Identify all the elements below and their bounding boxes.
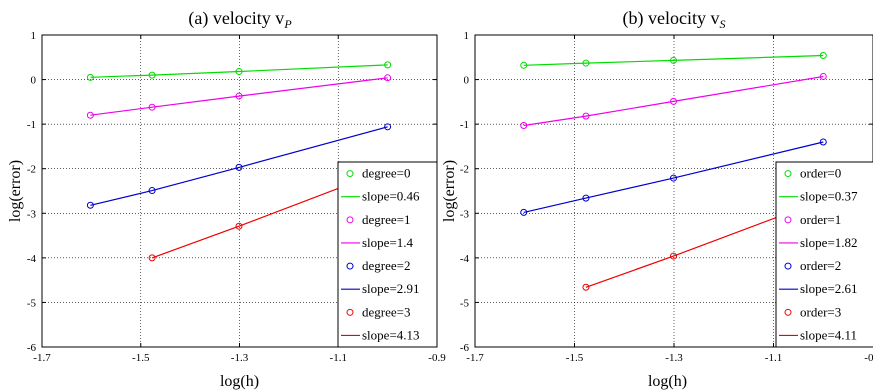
legend-label: slope=2.91 xyxy=(362,281,420,296)
legend-label: order=3 xyxy=(800,304,841,319)
legend-box xyxy=(775,161,873,348)
data-point xyxy=(148,187,156,195)
data-point xyxy=(582,59,590,67)
series-line-2 xyxy=(523,141,824,213)
y-tick-label: 1 xyxy=(464,30,470,42)
series-line-3 xyxy=(585,199,824,288)
data-point xyxy=(235,68,243,76)
data-point xyxy=(86,201,94,209)
legend-marker xyxy=(784,170,792,178)
data-point xyxy=(670,97,678,105)
legend: degree=0 slope=0.46 degree=1 slope=1.4 degre… xyxy=(337,161,438,348)
legend-label: degree=0 xyxy=(362,166,410,181)
data-point xyxy=(235,222,243,230)
y-axis-label: log(error) xyxy=(441,160,458,222)
y-tick-label: 1 xyxy=(31,30,37,42)
y-tick-label: -2 xyxy=(460,164,469,176)
x-tick-label: -1.1 xyxy=(330,352,347,364)
legend-label: slope=1.4 xyxy=(362,235,414,250)
data-point xyxy=(819,138,827,146)
chart-title: (a) velocity vP xyxy=(188,8,292,31)
y-tick-label: -5 xyxy=(460,297,470,309)
y-tick-label: -3 xyxy=(460,208,470,220)
legend-label: degree=2 xyxy=(362,258,410,273)
data-point xyxy=(582,112,590,120)
x-tick-label: -1.5 xyxy=(566,352,584,364)
legend-marker xyxy=(346,216,354,224)
y-tick-label: -1 xyxy=(27,119,36,131)
y-tick-label: -6 xyxy=(460,342,470,354)
series-line-0 xyxy=(90,64,388,78)
x-tick-label: -0.9 xyxy=(864,352,873,364)
y-axis-label: log(error) xyxy=(7,160,24,222)
legend-label: order=2 xyxy=(800,258,841,273)
legend-label: order=1 xyxy=(800,212,841,227)
data-point xyxy=(235,92,243,100)
data-point xyxy=(384,123,392,131)
x-tick-label: -1.5 xyxy=(132,352,150,364)
series-line-0 xyxy=(523,54,824,66)
legend-label: degree=3 xyxy=(362,304,410,319)
chart-panel-a: -1.7 -1.5 -1.3 -1.1 -0.9 -6 -5 -4 -3 -2 -1 0 1 degree… xyxy=(7,8,446,390)
legend-marker xyxy=(346,308,354,316)
legend-marker xyxy=(346,262,354,270)
chart-title: (b) velocity vS xyxy=(623,8,726,31)
legend-marker xyxy=(784,262,792,270)
data-point xyxy=(86,73,94,81)
data-point xyxy=(670,56,678,64)
data-point xyxy=(520,121,528,129)
y-tick-label: -2 xyxy=(27,164,36,176)
legend: order=0 slope=0.37 order=1 slope=1.82 order=… xyxy=(775,161,873,348)
y-tick-label: -4 xyxy=(27,253,37,265)
series-line-2 xyxy=(90,126,388,206)
data-point xyxy=(670,252,678,260)
data-point xyxy=(148,254,156,262)
legend-label: slope=0.37 xyxy=(800,189,858,204)
data-point xyxy=(819,72,827,80)
y-tick-label: -3 xyxy=(27,208,37,220)
data-point xyxy=(819,52,827,60)
x-axis-label: log(h) xyxy=(220,373,259,390)
x-tick-label: -1.7 xyxy=(466,352,484,364)
series-line-1 xyxy=(523,75,824,127)
legend-label: slope=4.11 xyxy=(800,327,857,342)
data-point xyxy=(235,163,243,171)
data-point xyxy=(670,174,678,182)
x-tick-label: -1.1 xyxy=(765,352,782,364)
y-tick-label: -5 xyxy=(27,297,37,309)
y-tick-label: 0 xyxy=(464,75,470,87)
x-axis-label: log(h) xyxy=(648,373,687,390)
legend-label: slope=0.46 xyxy=(362,189,420,204)
legend-label: slope=2.61 xyxy=(800,281,858,296)
legend-marker xyxy=(784,216,792,224)
data-point xyxy=(384,74,392,82)
data-point xyxy=(520,208,528,216)
legend-label: slope=4.13 xyxy=(362,327,420,342)
legend-label: degree=1 xyxy=(362,212,410,227)
series-line-1 xyxy=(90,77,388,116)
legend-marker xyxy=(784,308,792,316)
data-point xyxy=(86,111,94,119)
x-tick-label: -1.3 xyxy=(665,352,683,364)
data-point xyxy=(384,61,392,69)
legend-label: order=0 xyxy=(800,166,841,181)
data-point xyxy=(520,61,528,69)
x-tick-label: -1.7 xyxy=(33,352,51,364)
x-tick-label: -1.3 xyxy=(231,352,249,364)
y-tick-label: -4 xyxy=(460,253,470,265)
y-tick-label: -6 xyxy=(27,342,37,354)
data-point xyxy=(148,103,156,111)
chart-panel-b: -1.7 -1.5 -1.3 -1.1 -0.9 -6 -5 -4 -3 -2 -1 0 1 order=… xyxy=(441,8,873,390)
y-tick-label: 0 xyxy=(31,75,37,87)
legend-marker xyxy=(346,170,354,178)
legend-label: slope=1.82 xyxy=(800,235,858,250)
x-tick-label: -0.9 xyxy=(428,352,446,364)
data-point xyxy=(148,71,156,79)
y-tick-label: -1 xyxy=(460,119,469,131)
legend-box xyxy=(337,161,438,348)
data-point xyxy=(582,283,590,291)
data-point xyxy=(582,194,590,202)
